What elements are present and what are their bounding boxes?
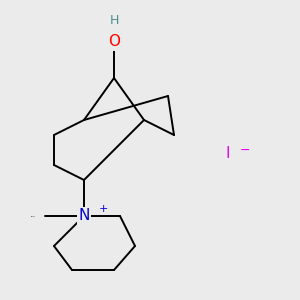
Text: −: −	[239, 144, 250, 157]
Text: I: I	[226, 146, 230, 160]
Text: +: +	[99, 203, 108, 214]
Text: O: O	[108, 34, 120, 50]
Text: methyl: methyl	[31, 215, 35, 217]
Text: N: N	[78, 208, 90, 224]
Text: H: H	[109, 14, 119, 28]
